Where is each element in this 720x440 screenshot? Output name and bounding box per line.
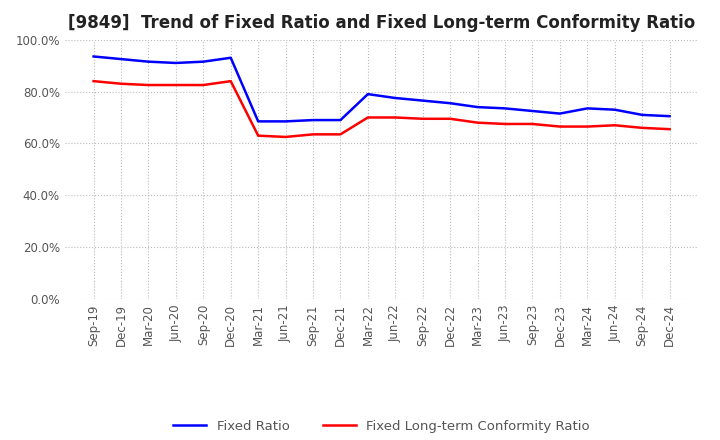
Line: Fixed Long-term Conformity Ratio: Fixed Long-term Conformity Ratio: [94, 81, 670, 137]
Fixed Ratio: [611, 107, 619, 112]
Fixed Ratio: [117, 56, 125, 62]
Fixed Ratio: [254, 119, 263, 124]
Fixed Long-term Conformity Ratio: [638, 125, 647, 131]
Fixed Ratio: [144, 59, 153, 64]
Fixed Ratio: [391, 95, 400, 101]
Fixed Long-term Conformity Ratio: [583, 124, 592, 129]
Fixed Ratio: [418, 98, 427, 103]
Fixed Long-term Conformity Ratio: [171, 82, 180, 88]
Fixed Ratio: [500, 106, 509, 111]
Fixed Ratio: [556, 111, 564, 116]
Fixed Long-term Conformity Ratio: [500, 121, 509, 127]
Fixed Ratio: [226, 55, 235, 60]
Fixed Long-term Conformity Ratio: [391, 115, 400, 120]
Fixed Long-term Conformity Ratio: [144, 82, 153, 88]
Fixed Ratio: [665, 114, 674, 119]
Fixed Long-term Conformity Ratio: [309, 132, 318, 137]
Legend: Fixed Ratio, Fixed Long-term Conformity Ratio: Fixed Ratio, Fixed Long-term Conformity …: [168, 415, 595, 438]
Fixed Long-term Conformity Ratio: [611, 123, 619, 128]
Fixed Long-term Conformity Ratio: [226, 78, 235, 84]
Fixed Long-term Conformity Ratio: [199, 82, 207, 88]
Fixed Long-term Conformity Ratio: [446, 116, 454, 121]
Fixed Ratio: [309, 117, 318, 123]
Fixed Ratio: [446, 101, 454, 106]
Fixed Long-term Conformity Ratio: [89, 78, 98, 84]
Fixed Ratio: [473, 104, 482, 110]
Line: Fixed Ratio: Fixed Ratio: [94, 56, 670, 121]
Fixed Ratio: [583, 106, 592, 111]
Fixed Long-term Conformity Ratio: [117, 81, 125, 86]
Title: [9849]  Trend of Fixed Ratio and Fixed Long-term Conformity Ratio: [9849] Trend of Fixed Ratio and Fixed Lo…: [68, 15, 696, 33]
Fixed Long-term Conformity Ratio: [254, 133, 263, 138]
Fixed Long-term Conformity Ratio: [336, 132, 345, 137]
Fixed Long-term Conformity Ratio: [528, 121, 537, 127]
Fixed Long-term Conformity Ratio: [364, 115, 372, 120]
Fixed Ratio: [89, 54, 98, 59]
Fixed Ratio: [638, 112, 647, 117]
Fixed Long-term Conformity Ratio: [556, 124, 564, 129]
Fixed Ratio: [336, 117, 345, 123]
Fixed Ratio: [171, 60, 180, 66]
Fixed Long-term Conformity Ratio: [418, 116, 427, 121]
Fixed Ratio: [282, 119, 290, 124]
Fixed Long-term Conformity Ratio: [665, 127, 674, 132]
Fixed Ratio: [199, 59, 207, 64]
Fixed Ratio: [528, 108, 537, 114]
Fixed Ratio: [364, 92, 372, 97]
Fixed Long-term Conformity Ratio: [473, 120, 482, 125]
Fixed Long-term Conformity Ratio: [282, 134, 290, 139]
